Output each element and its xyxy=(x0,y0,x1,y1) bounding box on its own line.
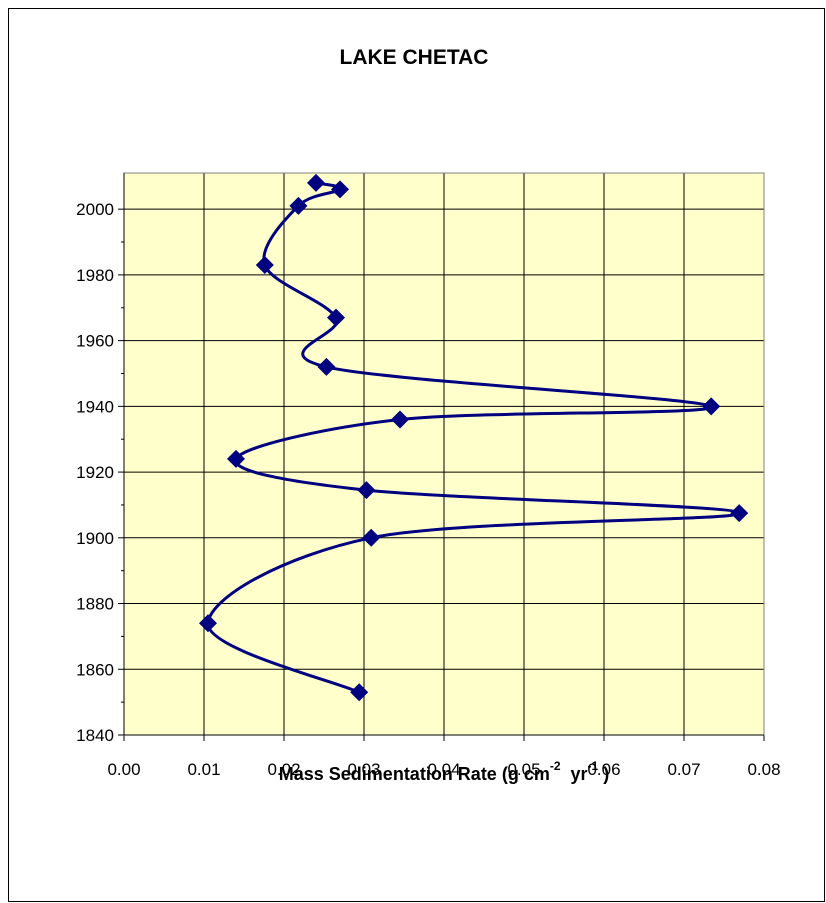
marker xyxy=(391,410,409,429)
marker xyxy=(289,196,308,215)
x-tick-label: 0.06 xyxy=(587,760,620,779)
y-tick-label: 1840 xyxy=(76,726,114,745)
marker xyxy=(350,683,369,702)
x-tick-label: 0.05 xyxy=(507,760,540,779)
x-tick-label: 0.01 xyxy=(187,760,220,779)
marker xyxy=(199,614,217,633)
x-axis-label-part: Mass Sedimentation Rate (g cm xyxy=(279,764,550,784)
x-tick-label: 0.04 xyxy=(427,760,460,779)
x-tick-label: 0.03 xyxy=(347,760,380,779)
y-tick-label: 1960 xyxy=(76,332,114,351)
marker xyxy=(255,256,274,275)
series-line xyxy=(206,181,741,694)
y-tick-label: 1860 xyxy=(76,660,114,679)
marker xyxy=(362,528,381,547)
y-tick-label: 1940 xyxy=(76,397,114,416)
x-tick-label: 0.02 xyxy=(267,760,300,779)
y-tick-label: 1880 xyxy=(76,595,114,614)
marker xyxy=(327,308,345,327)
x-axis-label-part: yr xyxy=(561,764,588,784)
marker xyxy=(307,173,325,192)
x-tick-label: 0.07 xyxy=(667,760,700,779)
y-tick-label: 1920 xyxy=(76,463,114,482)
y-tick-label: 1900 xyxy=(76,529,114,548)
x-axis-label: Mass Sedimentation Rate (g cm-2 yr-1 ) xyxy=(279,759,609,784)
marker xyxy=(357,481,376,500)
marker xyxy=(730,504,749,523)
marker xyxy=(227,449,245,468)
y-tick-label: 2000 xyxy=(76,200,114,219)
x-axis-label-part: -1 xyxy=(588,759,599,773)
marker xyxy=(317,357,336,376)
x-tick-label: 0.00 xyxy=(107,760,140,779)
marker xyxy=(702,397,721,416)
x-tick-label: 0.08 xyxy=(747,760,780,779)
x-axis-label-part: ) xyxy=(598,764,609,784)
x-axis-label-part: -2 xyxy=(550,759,561,773)
chart-title: LAKE CHETAC xyxy=(340,46,489,69)
marker xyxy=(331,180,349,199)
y-tick-label: 1980 xyxy=(76,266,114,285)
